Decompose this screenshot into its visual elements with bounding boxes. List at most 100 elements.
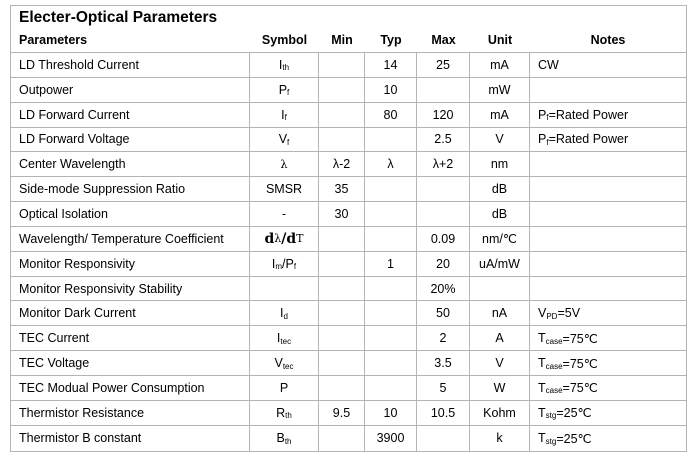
text-segment: /P: [282, 256, 294, 271]
cell-parameter: TEC Current: [11, 326, 250, 351]
subscript: th: [282, 63, 290, 73]
table-title: Electer-Optical Parameters: [19, 9, 218, 26]
cell-max: 50: [417, 301, 470, 326]
cell-unit: mW: [470, 77, 530, 102]
cell-parameter: Monitor Dark Current: [11, 301, 250, 326]
cell-max: 25: [417, 53, 470, 77]
cell-min: [319, 226, 365, 251]
header-max: Max: [431, 33, 456, 47]
cell-parameter: Monitor Responsivity: [11, 251, 250, 276]
text-segment: =5V: [557, 306, 581, 321]
subscript: d: [283, 311, 288, 321]
subscript: tec: [282, 361, 294, 371]
cell-typ: [365, 301, 417, 326]
cell-unit: uA/mW: [470, 251, 530, 276]
cell-typ: [365, 351, 417, 375]
text-segment: R: [276, 405, 286, 420]
subscript: PD: [546, 311, 558, 321]
cell-min: [319, 53, 365, 77]
cell-max: 3.5: [417, 351, 470, 375]
text-segment: =25℃: [556, 406, 592, 421]
cell-max: 10.5: [417, 400, 470, 425]
text-segment: T: [538, 431, 546, 446]
cell-min: λ-2: [319, 152, 365, 177]
cell-typ: 10: [365, 77, 417, 102]
cell-parameter: LD Forward Current: [11, 102, 250, 127]
cell-unit: dB: [470, 202, 530, 226]
cell-notes: [530, 152, 686, 176]
subscript: th: [285, 411, 292, 421]
cell-typ: [365, 202, 417, 226]
cell-max: [417, 177, 470, 202]
table-row: Wavelength/ Temperature Coefficient d λ / d T…: [11, 226, 686, 252]
cell-typ: λ: [365, 152, 417, 177]
text-segment: -: [281, 206, 287, 221]
cell-max: [417, 425, 470, 451]
text-segment: λ: [274, 232, 282, 246]
text-segment: SMSR: [265, 182, 303, 197]
text-segment: T: [538, 331, 546, 346]
header-min: Min: [331, 33, 353, 47]
cell-parameter: Side-mode Suppression Ratio: [11, 177, 250, 202]
cell-unit: [470, 276, 530, 301]
subscript: tec: [280, 336, 292, 346]
text-segment: =Rated Power: [548, 107, 629, 122]
text-segment: T: [538, 356, 546, 371]
text-segment: V: [274, 356, 283, 371]
cell-notes: [530, 277, 686, 301]
text-segment: I: [276, 331, 281, 346]
cell-typ: [365, 127, 417, 152]
subscript: case: [545, 336, 563, 346]
electro-optical-parameters-table: Electer-Optical Parameters Parameters Sym…: [10, 5, 687, 452]
text-segment: V: [278, 132, 288, 147]
cell-min: [319, 351, 365, 375]
cell-typ: [365, 326, 417, 351]
cell-symbol: SMSR: [250, 177, 319, 202]
text-segment: P: [538, 132, 547, 147]
text-segment: d: [264, 230, 275, 247]
cell-max: 2.5: [417, 127, 470, 152]
cell-parameter: Center Wavelength: [11, 152, 250, 177]
cell-parameter: Optical Isolation: [11, 202, 250, 226]
cell-parameter: Thermistor B constant: [11, 425, 250, 451]
cell-notes: [530, 177, 686, 201]
cell-min: [319, 326, 365, 351]
cell-symbol: λ: [250, 152, 319, 177]
cell-unit: mA: [470, 53, 530, 77]
text-segment: I: [280, 306, 284, 321]
cell-parameter: Monitor Responsivity Stability: [11, 276, 250, 301]
header-typ: Typ: [380, 33, 402, 47]
cell-parameter: LD Forward Voltage: [11, 127, 250, 152]
table-row: Monitor Responsivity Stability 20%: [11, 276, 686, 302]
cell-unit: nm/℃: [470, 226, 530, 251]
cell-unit: k: [470, 425, 530, 451]
text-segment: =75℃: [562, 356, 598, 371]
cell-parameter: LD Threshold Current: [11, 53, 250, 77]
text-segment: =Rated Power: [548, 132, 629, 147]
text-segment: T: [296, 232, 304, 246]
subscript: case: [545, 361, 563, 371]
subscript: f: [293, 262, 297, 272]
cell-typ: 80: [365, 102, 417, 127]
text-segment: P: [279, 380, 289, 395]
cell-notes: [530, 252, 686, 276]
cell-notes: [530, 78, 686, 102]
text-segment: V: [538, 306, 547, 321]
